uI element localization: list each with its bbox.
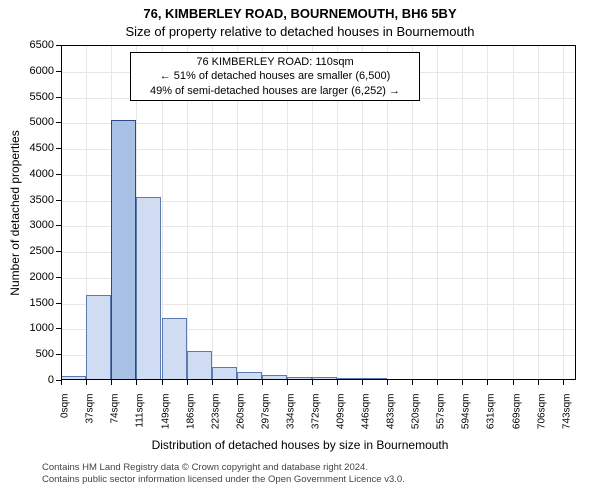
xtick-mark <box>262 380 263 385</box>
gridline-h <box>61 123 575 124</box>
xtick-label: 334sqm <box>285 394 296 430</box>
xtick-mark <box>287 380 288 385</box>
xtick-mark <box>111 380 112 385</box>
xtick-label: 111sqm <box>135 394 146 428</box>
xtick-mark <box>563 380 564 385</box>
xtick-label: 149sqm <box>160 394 171 430</box>
ytick-label: 2500 <box>14 245 54 257</box>
xtick-mark <box>337 380 338 385</box>
xtick-mark <box>387 380 388 385</box>
histogram-bar <box>111 120 136 380</box>
xtick-label: 706sqm <box>537 394 548 430</box>
x-axis-label: Distribution of detached houses by size … <box>0 438 600 452</box>
footer-line-1: Contains HM Land Registry data © Crown c… <box>42 462 405 474</box>
gridline-h <box>61 175 575 176</box>
gridline-v <box>487 46 488 380</box>
xtick-mark <box>136 380 137 385</box>
annotation-box: 76 KIMBERLEY ROAD: 110sqm ← 51% of detac… <box>130 52 420 101</box>
xtick-mark <box>86 380 87 385</box>
ytick-mark <box>56 148 61 149</box>
xtick-mark <box>312 380 313 385</box>
ytick-label: 4000 <box>14 168 54 180</box>
ytick-label: 6000 <box>14 65 54 77</box>
ytick-label: 1500 <box>14 297 54 309</box>
xtick-mark <box>437 380 438 385</box>
y-axis-line <box>61 46 62 380</box>
xtick-mark <box>513 380 514 385</box>
annotation-line-1: 76 KIMBERLEY ROAD: 110sqm <box>137 55 413 69</box>
ytick-label: 2000 <box>14 271 54 283</box>
ytick-mark <box>56 225 61 226</box>
gridline-v <box>538 46 539 380</box>
ytick-label: 6500 <box>14 39 54 51</box>
xtick-label: 37sqm <box>85 394 96 424</box>
xtick-mark <box>487 380 488 385</box>
xtick-mark <box>412 380 413 385</box>
histogram-bar <box>212 367 237 380</box>
xtick-label: 260sqm <box>235 394 246 430</box>
chart-title-2: Size of property relative to detached ho… <box>0 24 600 39</box>
xtick-label: 74sqm <box>110 394 121 424</box>
x-axis-line <box>61 379 575 380</box>
annotation-line-3: 49% of semi-detached houses are larger (… <box>137 84 413 98</box>
xtick-mark <box>462 380 463 385</box>
histogram-bar <box>86 295 111 380</box>
gridline-v <box>437 46 438 380</box>
ytick-mark <box>56 251 61 252</box>
xtick-mark <box>162 380 163 385</box>
ytick-label: 3500 <box>14 194 54 206</box>
ytick-mark <box>56 174 61 175</box>
ytick-mark <box>56 97 61 98</box>
footer-line-2: Contains public sector information licen… <box>42 474 405 486</box>
xtick-label: 483sqm <box>386 394 397 430</box>
xtick-label: 223sqm <box>210 394 221 430</box>
xtick-mark <box>212 380 213 385</box>
ytick-label: 3000 <box>14 219 54 231</box>
ytick-label: 5500 <box>14 91 54 103</box>
xtick-label: 669sqm <box>512 394 523 430</box>
histogram-bar <box>187 351 212 380</box>
xtick-mark <box>187 380 188 385</box>
gridline-v <box>462 46 463 380</box>
ytick-mark <box>56 200 61 201</box>
ytick-label: 4500 <box>14 142 54 154</box>
chart-title-1: 76, KIMBERLEY ROAD, BOURNEMOUTH, BH6 5BY <box>0 6 600 21</box>
ytick-label: 1000 <box>14 322 54 334</box>
xtick-label: 186sqm <box>185 394 196 430</box>
xtick-label: 594sqm <box>461 394 472 430</box>
xtick-label: 557sqm <box>436 394 447 430</box>
xtick-label: 0sqm <box>60 394 71 418</box>
ytick-label: 5000 <box>14 116 54 128</box>
ytick-mark <box>56 303 61 304</box>
xtick-mark <box>538 380 539 385</box>
xtick-label: 743sqm <box>562 394 573 430</box>
ytick-mark <box>56 71 61 72</box>
ytick-mark <box>56 122 61 123</box>
histogram-bar <box>162 318 187 380</box>
xtick-mark <box>61 380 62 385</box>
xtick-label: 446sqm <box>361 394 372 430</box>
xtick-label: 409sqm <box>336 394 347 430</box>
histogram-bar <box>136 197 161 380</box>
xtick-mark <box>362 380 363 385</box>
ytick-mark <box>56 45 61 46</box>
xtick-mark <box>237 380 238 385</box>
ytick-mark <box>56 354 61 355</box>
gridline-v <box>513 46 514 380</box>
footer-attribution: Contains HM Land Registry data © Crown c… <box>42 462 405 487</box>
xtick-label: 520sqm <box>411 394 422 430</box>
xtick-label: 372sqm <box>311 394 322 430</box>
ytick-label: 0 <box>14 374 54 386</box>
xtick-label: 631sqm <box>486 394 497 430</box>
ytick-mark <box>56 328 61 329</box>
annotation-line-2: ← 51% of detached houses are smaller (6,… <box>137 69 413 83</box>
ytick-label: 500 <box>14 348 54 360</box>
ytick-mark <box>56 277 61 278</box>
gridline-v <box>563 46 564 380</box>
xtick-label: 297sqm <box>260 394 271 430</box>
gridline-h <box>61 149 575 150</box>
